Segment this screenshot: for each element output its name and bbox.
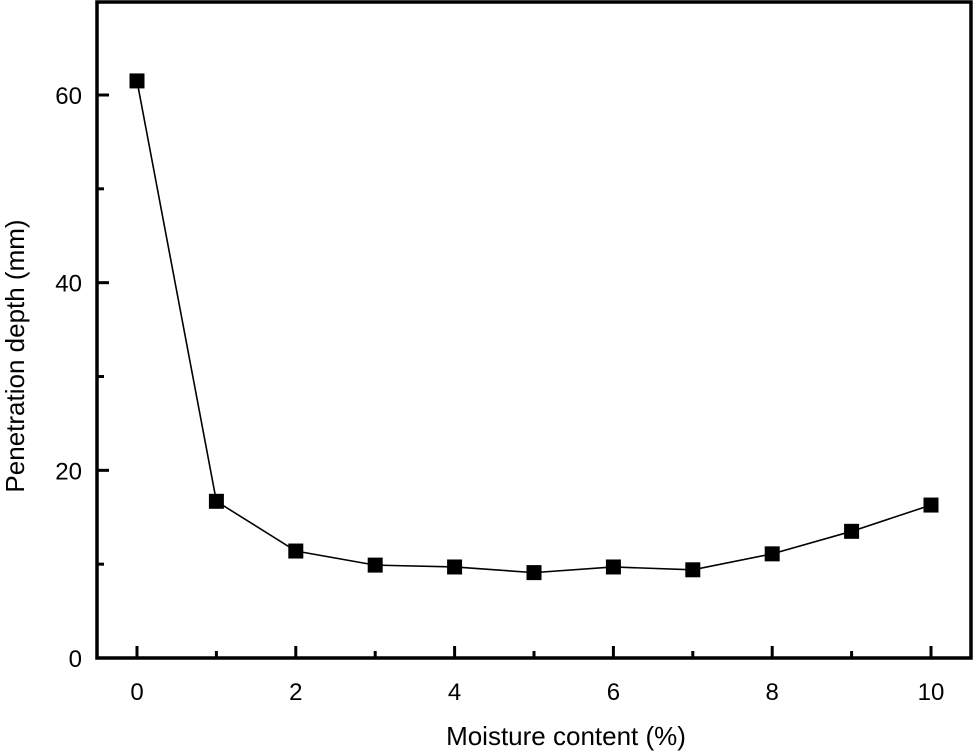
x-tick-label: 6 <box>607 679 620 706</box>
x-tick-label: 0 <box>130 679 143 706</box>
square-marker <box>129 73 145 89</box>
square-marker <box>764 546 780 562</box>
x-tick-label: 2 <box>289 679 302 706</box>
square-marker <box>844 523 860 539</box>
square-marker <box>685 562 701 578</box>
y-tick-label: 0 <box>69 646 82 673</box>
y-axis-ticks: 0 20 40 60 <box>55 83 109 673</box>
plot-border <box>95 0 973 660</box>
series-line <box>136 80 932 574</box>
x-axis-title: Moisture content (%) <box>446 721 686 751</box>
x-tick-label: 8 <box>766 679 779 706</box>
y-tick-label: 20 <box>55 458 82 485</box>
y-axis-title: Penetration depth (mm) <box>0 219 30 492</box>
x-tick-label: 4 <box>448 679 461 706</box>
square-marker <box>288 543 304 559</box>
x-axis-ticks: 0 2 4 6 8 10 <box>130 646 944 706</box>
square-marker <box>367 557 383 573</box>
square-marker <box>605 559 621 575</box>
square-marker <box>208 493 224 509</box>
square-marker <box>447 559 463 575</box>
plot-frame <box>95 0 973 660</box>
square-marker <box>526 565 542 581</box>
square-marker <box>923 497 939 513</box>
data-series <box>129 73 939 581</box>
y-tick-label: 40 <box>55 271 82 298</box>
y-tick-label: 60 <box>55 83 82 110</box>
x-tick-label: 10 <box>918 679 945 706</box>
